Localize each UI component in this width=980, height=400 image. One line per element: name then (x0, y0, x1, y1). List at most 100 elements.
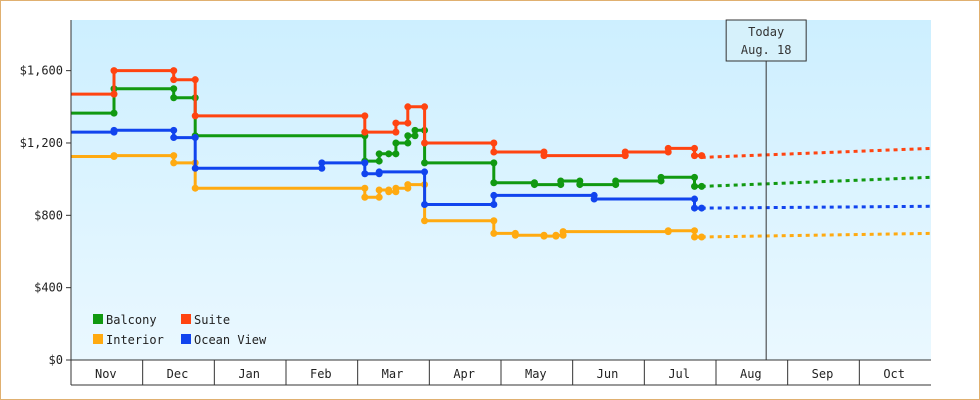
x-tick-label: Jan (238, 367, 260, 381)
series-point (385, 150, 393, 158)
legend-swatch (181, 334, 191, 344)
plot-area (71, 20, 931, 360)
series-point (657, 173, 665, 181)
series-point (490, 179, 498, 187)
series-point (530, 181, 538, 189)
series-point (590, 195, 598, 203)
legend-label: Balcony (106, 313, 157, 327)
legend-label: Suite (194, 313, 230, 327)
series-point (318, 159, 326, 167)
series-point (191, 164, 199, 172)
series-point (559, 228, 567, 236)
series-point (691, 204, 698, 212)
series-point (375, 150, 383, 158)
series-point (375, 186, 383, 194)
series-point (404, 119, 412, 127)
series-point (404, 181, 412, 189)
series-point (170, 67, 178, 75)
legend-swatch (181, 314, 191, 324)
x-tick-label: Dec (167, 367, 189, 381)
series-point (421, 200, 429, 208)
y-tick-label: $800 (34, 208, 63, 222)
series-point (576, 181, 584, 189)
series-point (691, 173, 698, 181)
series-point (392, 150, 400, 158)
series-point (490, 148, 498, 156)
series-point (411, 132, 419, 140)
series-point (691, 152, 698, 160)
series-point (540, 152, 548, 160)
series-point (361, 128, 369, 136)
series-line (71, 69, 702, 158)
series-point (698, 233, 706, 241)
legend: Balcony Suite Interior Ocean View (93, 313, 267, 347)
series-point (621, 148, 629, 156)
x-tick-label: Apr (453, 367, 475, 381)
series-point (170, 159, 178, 167)
series-point (490, 191, 498, 199)
y-tick-label: $1,600 (20, 64, 63, 78)
series-point (421, 159, 429, 167)
series-point (170, 152, 178, 160)
series-point (110, 126, 118, 134)
series-point (170, 134, 178, 142)
series-forecast-line (701, 204, 932, 210)
series-point (404, 132, 412, 140)
axes: $0 $400 $800 $1,200 $1,600 Nov Dec Jan Feb Mar Apr… (20, 20, 931, 386)
x-tick-label: May (525, 367, 547, 381)
series-point (511, 231, 519, 239)
series-point (191, 184, 199, 192)
series-point (421, 139, 429, 147)
x-tick-label: Oct (883, 367, 905, 381)
series-point (490, 139, 498, 147)
x-tick-label: Mar (382, 367, 404, 381)
legend-swatch (93, 314, 103, 324)
series-point (191, 76, 199, 84)
series-layer (71, 67, 932, 241)
series-point (318, 164, 326, 172)
legend-label: Ocean View (194, 333, 267, 347)
series-point (490, 159, 498, 167)
series-forecast-line (701, 175, 932, 188)
series-point (385, 188, 393, 196)
x-tick-label: Nov (95, 367, 117, 381)
series-point (421, 217, 429, 225)
series-point (421, 103, 429, 111)
series-point (375, 168, 383, 176)
series-point (170, 76, 178, 84)
series-point (664, 227, 672, 235)
series-point (110, 152, 118, 160)
series-point (361, 193, 369, 201)
series-forecast-line (701, 146, 932, 159)
series-point (612, 177, 620, 185)
series-point (170, 85, 178, 93)
series-point (191, 134, 199, 142)
series-point (361, 112, 369, 120)
series-point (557, 177, 565, 185)
series-point (392, 119, 400, 127)
series-point (691, 182, 698, 190)
series-point (170, 126, 178, 134)
series-point (404, 139, 412, 147)
y-tick-label: $400 (34, 281, 63, 295)
series-point (110, 90, 118, 98)
series-forecast-line (701, 231, 932, 239)
x-tick-label: Feb (310, 367, 332, 381)
today-box (725, 19, 807, 62)
series-point (698, 204, 706, 212)
series-point (552, 231, 560, 239)
series-point (375, 193, 383, 201)
today-date: Aug. 18 (741, 43, 792, 57)
series-point (375, 157, 383, 165)
series-point (110, 67, 118, 75)
series-point (691, 195, 698, 203)
series-point (392, 184, 400, 192)
legend-swatch (93, 334, 103, 344)
series-point (411, 126, 419, 134)
series-point (170, 94, 178, 102)
series-point (191, 112, 199, 120)
series-point (361, 170, 369, 178)
series-point (540, 232, 548, 240)
y-tick-label: $1,200 (20, 136, 63, 150)
series-point (490, 217, 498, 225)
